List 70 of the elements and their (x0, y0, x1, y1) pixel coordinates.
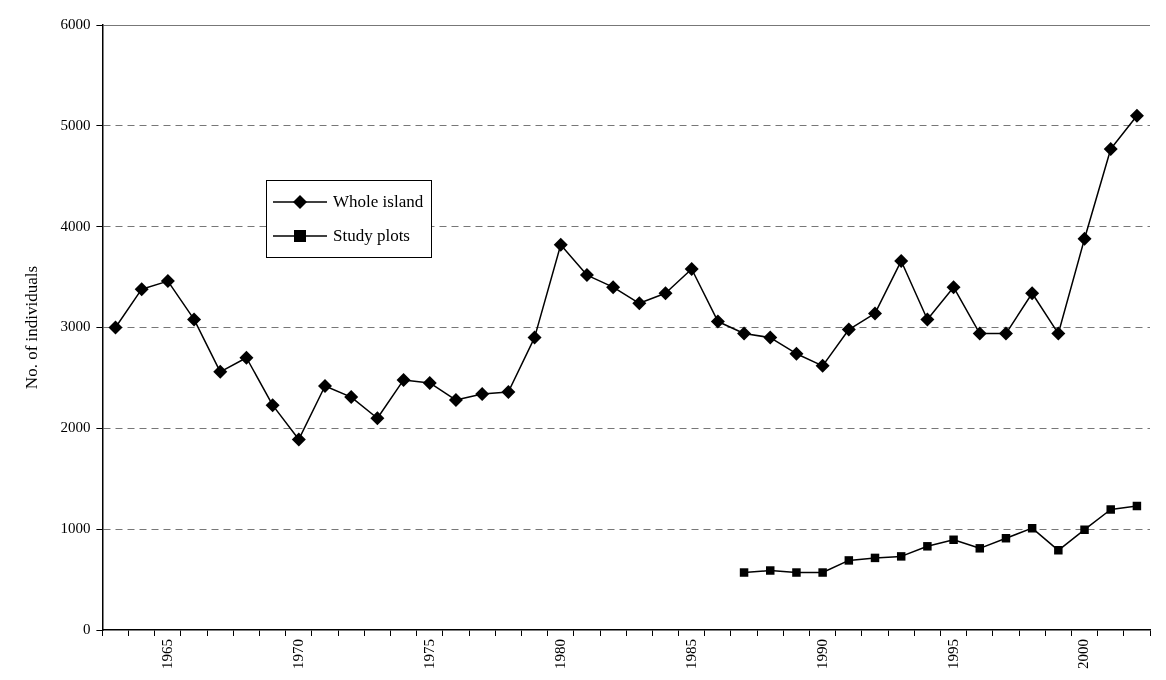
point (923, 542, 932, 551)
point (1080, 525, 1089, 534)
point (134, 282, 149, 297)
point (1054, 546, 1063, 555)
x-tick-label: 1985 (682, 639, 699, 669)
legend-label: Study plots (333, 226, 410, 246)
point (818, 568, 827, 577)
point (946, 280, 961, 295)
point (972, 326, 987, 341)
point (422, 375, 437, 390)
y-tick-label: 1000 (60, 520, 91, 537)
point (792, 568, 801, 577)
point (527, 330, 542, 345)
point (632, 296, 647, 311)
y-axis-title: No. of individuals (21, 265, 41, 390)
point (789, 346, 804, 361)
point (344, 390, 359, 405)
point (739, 568, 749, 577)
point (844, 556, 854, 565)
point (710, 314, 725, 329)
x-tick-label: 1970 (289, 639, 306, 669)
y-tick-label: 5000 (60, 116, 91, 133)
point (318, 378, 333, 393)
x-tick-label: 2000 (1075, 639, 1092, 669)
point (1103, 142, 1118, 157)
point (187, 312, 202, 327)
point (766, 566, 775, 575)
point (920, 312, 935, 327)
point (1077, 231, 1092, 246)
point (579, 268, 594, 283)
point (841, 322, 856, 337)
y-tick-label: 6000 (60, 15, 91, 32)
y-tick-label: 0 (82, 620, 91, 637)
point (606, 280, 621, 295)
point (213, 364, 228, 379)
x-tick-label: 1965 (158, 639, 175, 669)
x-tick-label: 1995 (944, 639, 961, 669)
legend-label: Whole island (333, 192, 424, 212)
point (291, 432, 306, 447)
point (1051, 326, 1066, 341)
point (160, 274, 175, 289)
point (894, 253, 909, 268)
x-tick-label: 1980 (551, 639, 568, 669)
y-tick-label: 4000 (60, 217, 91, 234)
point (949, 535, 958, 544)
point (1129, 108, 1144, 123)
point (684, 262, 699, 277)
point (370, 411, 385, 426)
point (737, 326, 752, 341)
point (1025, 286, 1040, 301)
point (239, 350, 254, 365)
point (763, 330, 778, 345)
point (1106, 505, 1115, 514)
point (553, 237, 568, 252)
point (265, 398, 280, 413)
y-tick-label: 3000 (60, 318, 91, 335)
point (658, 286, 673, 301)
point (868, 306, 883, 321)
point (975, 544, 985, 553)
point (396, 372, 411, 387)
point (815, 358, 830, 373)
point (475, 387, 490, 402)
point (896, 552, 906, 561)
y-tick-label: 2000 (60, 419, 91, 436)
x-tick-label: 1990 (813, 639, 830, 669)
point (108, 320, 123, 335)
point (998, 326, 1013, 341)
point (501, 385, 516, 400)
point (448, 393, 463, 408)
x-tick-label: 1975 (420, 639, 437, 669)
